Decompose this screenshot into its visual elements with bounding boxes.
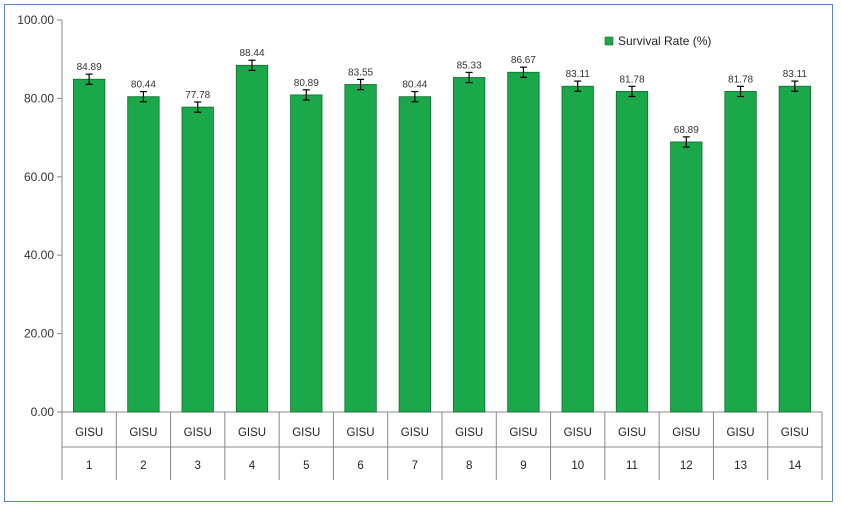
category-label: 7 (412, 460, 418, 472)
category-group-label: GISU (129, 427, 157, 439)
bar (778, 85, 811, 413)
bar (127, 96, 160, 413)
bar-chart: 0.00 20.00 40.00 60.00 80.00 100.00 84.89 GISU 1… (17, 13, 823, 480)
category-label: 11 (626, 460, 638, 472)
y-tick-label: 0.00 (31, 405, 55, 419)
data-label: 83.55 (348, 67, 373, 78)
bar (507, 71, 540, 413)
data-label: 77.78 (185, 90, 210, 101)
category-group-label: GISU (455, 427, 483, 439)
bar (724, 91, 757, 413)
category-label: 1 (86, 460, 92, 472)
category-group-label: GISU (618, 427, 646, 439)
data-label: 83.11 (566, 69, 591, 80)
y-tick-label: 100.00 (17, 13, 54, 27)
bar (670, 141, 703, 413)
chart-frame: 0.00 20.00 40.00 60.00 80.00 100.00 84.89 GISU 1… (4, 4, 833, 502)
category-label: 8 (466, 460, 472, 472)
data-label: 80.44 (131, 80, 156, 91)
data-label: 83.11 (783, 69, 808, 80)
category-label: 5 (303, 460, 309, 472)
legend-label: Survival Rate (%) (618, 34, 711, 48)
category-label: 9 (520, 460, 526, 472)
data-label: 86.67 (511, 55, 536, 66)
bar (181, 106, 214, 413)
category-group-label: GISU (401, 427, 429, 439)
bar (398, 96, 432, 413)
category-group-label: GISU (509, 427, 537, 439)
y-tick-label: 40.00 (24, 248, 54, 262)
category-group-label: GISU (238, 427, 266, 439)
category-label: 14 (788, 460, 801, 472)
category-group-label: GISU (727, 427, 755, 439)
category-group-label: GISU (184, 427, 212, 439)
bar (235, 64, 269, 413)
category-label: 12 (680, 460, 693, 472)
data-label: 88.44 (239, 48, 264, 59)
category-label: 3 (195, 460, 201, 472)
data-label: 85.33 (457, 60, 482, 71)
category-label: 6 (357, 460, 363, 472)
category-label: 13 (734, 460, 747, 472)
category-group-label: GISU (781, 427, 809, 439)
y-tick-label: 80.00 (24, 91, 54, 105)
category-group-label: GISU (672, 427, 700, 439)
bar (344, 84, 377, 413)
bar (561, 85, 594, 413)
category-group-label: GISU (347, 427, 375, 439)
data-label: 80.89 (294, 78, 319, 89)
bar (615, 91, 649, 413)
category-label: 10 (571, 460, 584, 472)
category-label: 2 (140, 460, 146, 472)
category-label: 4 (249, 460, 256, 472)
category-group-label: GISU (292, 427, 320, 439)
bar (73, 78, 106, 413)
y-tick-label: 20.00 (24, 327, 54, 341)
data-label: 81.78 (619, 74, 644, 85)
data-label: 80.44 (402, 80, 427, 91)
data-label: 81.78 (728, 74, 753, 85)
data-label: 84.89 (77, 62, 102, 73)
category-group-label: GISU (564, 427, 592, 439)
data-label: 68.89 (674, 125, 699, 136)
category-group-label: GISU (75, 427, 103, 439)
bar (452, 77, 486, 413)
y-tick-label: 60.00 (24, 170, 54, 184)
bar (290, 94, 323, 413)
legend-swatch (604, 36, 614, 46)
